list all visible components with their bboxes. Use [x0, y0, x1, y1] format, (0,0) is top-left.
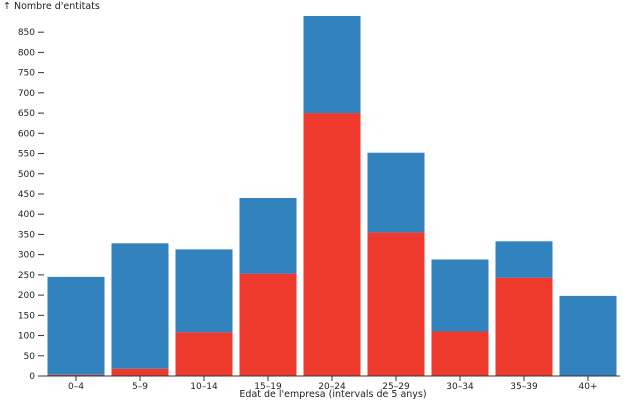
- y-tick-label: 600: [18, 129, 35, 139]
- y-tick-label: 250: [18, 271, 35, 281]
- y-tick-label: 750: [18, 69, 35, 79]
- y-tick-label: 800: [18, 48, 35, 58]
- y-tick-label: 500: [18, 170, 35, 180]
- y-tick-label: 450: [18, 190, 35, 200]
- y-axis-label: ↑ Nombre d'entitats: [3, 1, 100, 12]
- bar-segment-red: [175, 332, 233, 376]
- y-tick-label: 550: [18, 150, 35, 160]
- x-tick-label: 10–14: [190, 382, 218, 392]
- bar-segment-red: [431, 331, 489, 376]
- x-tick-label: 25–29: [382, 382, 410, 392]
- bar-segment-blue: [559, 295, 617, 376]
- bar-segment-red: [239, 273, 297, 376]
- bar-segment-blue: [367, 152, 425, 233]
- x-tick-label: 30–34: [446, 382, 474, 392]
- bar-segment-blue: [495, 241, 553, 278]
- x-tick-label: 35–39: [510, 382, 538, 392]
- bar-segment-red: [303, 113, 361, 377]
- y-axis: 0 50 100 150 200 250 300 350 400 450 500 550 600 650 7…: [18, 28, 44, 382]
- x-axis: 0–4 5–9 10–14 15–19 20–24 25–29 30–34 35–39 40+: [44, 375, 620, 392]
- x-tick-label: 40+: [579, 382, 598, 392]
- y-tick-label: 400: [18, 210, 35, 220]
- bar-segment-blue: [303, 16, 361, 114]
- y-tick-label: 200: [18, 291, 35, 301]
- y-tick-label: 850: [18, 28, 35, 38]
- bar-segment-red: [495, 277, 553, 376]
- bar-segment-red: [367, 232, 425, 376]
- y-tick-label: 300: [18, 251, 35, 261]
- bar-segment-red: [47, 374, 105, 376]
- y-tick-label: 0: [29, 372, 35, 382]
- bar-segment-blue: [175, 249, 233, 333]
- x-tick-label: 15–19: [254, 382, 282, 392]
- bar-segment-blue: [47, 276, 105, 375]
- y-tick-label: 700: [18, 89, 35, 99]
- bar-segment-blue: [111, 243, 169, 369]
- bars: [47, 16, 617, 377]
- bar-segment-blue: [431, 259, 489, 332]
- y-tick-label: 350: [18, 230, 35, 240]
- x-tick-label: 5–9: [132, 382, 148, 392]
- y-tick-label: 100: [18, 332, 35, 342]
- x-tick-label: 0–4: [68, 382, 84, 392]
- bar-segment-red: [111, 368, 169, 376]
- x-tick-label: 20–24: [318, 382, 346, 392]
- x-axis-label: Edat de l'empresa (intervals de 5 anys): [239, 389, 426, 400]
- y-tick-label: 50: [24, 352, 36, 362]
- bar-segment-blue: [239, 198, 297, 274]
- y-tick-label: 150: [18, 311, 35, 321]
- y-tick-label: 650: [18, 109, 35, 119]
